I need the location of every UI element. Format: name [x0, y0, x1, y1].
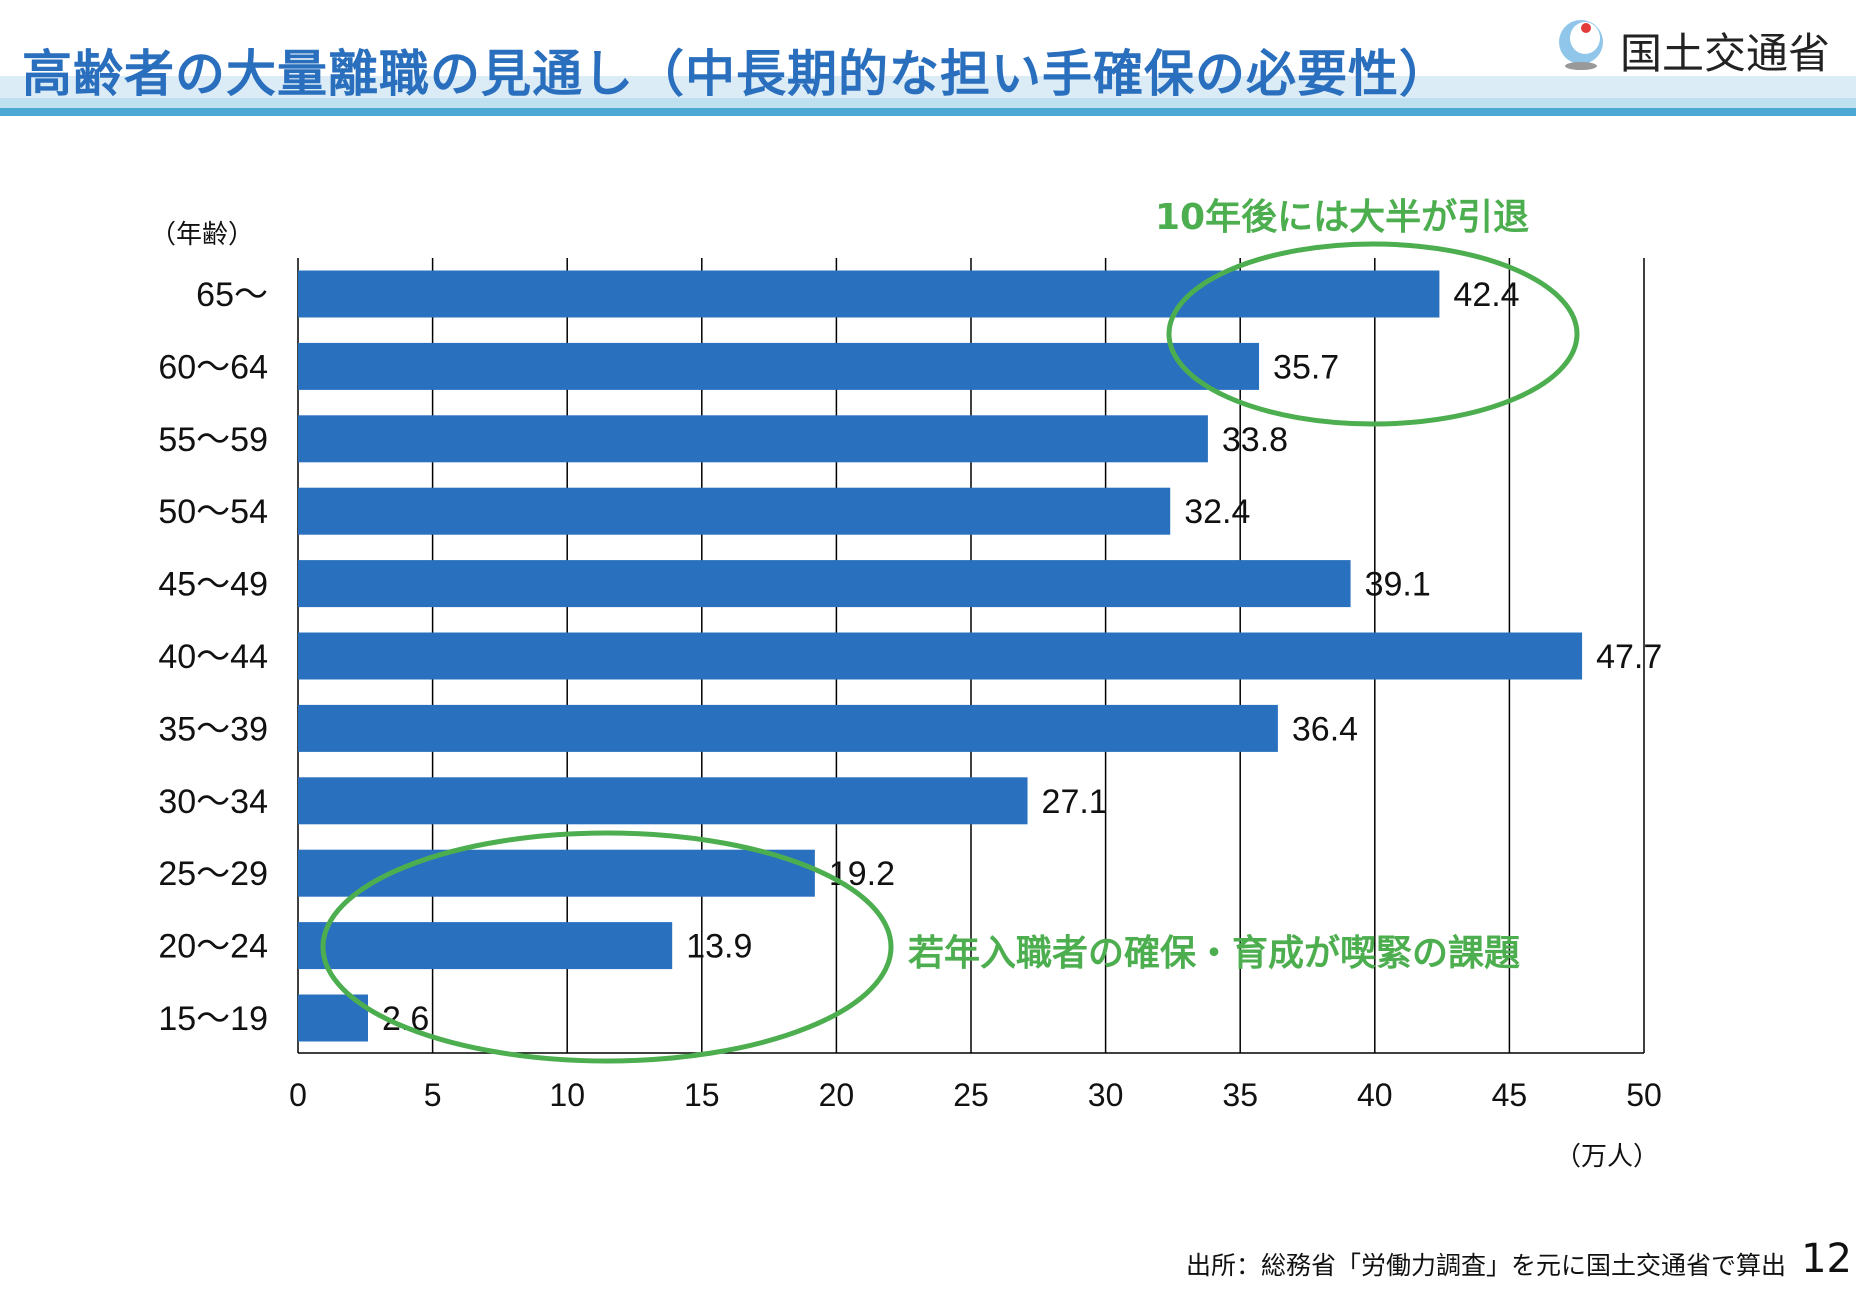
x-tick-label: 15 — [684, 1077, 720, 1113]
bar — [298, 777, 1028, 825]
y-axis-label: （年齢） — [150, 220, 255, 250]
data-label: 27.1 — [1042, 783, 1108, 821]
data-label: 33.8 — [1222, 421, 1288, 459]
annotation-young-workers: 若年入職者の確保・育成が喫緊の課題 — [908, 933, 1521, 974]
data-label: 47.7 — [1596, 638, 1662, 676]
x-axis-label: （万人） — [1555, 1142, 1660, 1172]
x-tick-label: 0 — [289, 1077, 307, 1113]
bar — [298, 704, 1278, 752]
header-band — [0, 76, 1856, 98]
y-tick-label: 55～59 — [158, 421, 268, 459]
x-tick-label: 10 — [549, 1077, 585, 1113]
x-tick-label: 40 — [1357, 1077, 1393, 1113]
y-tick-label: 20～24 — [158, 928, 268, 966]
annotation-retirement: 10年後には大半が引退 — [1155, 197, 1530, 238]
ministry-logo-icon — [1559, 20, 1603, 70]
ministry-name: 国土交通省 — [1620, 29, 1831, 78]
data-label: 35.7 — [1273, 348, 1339, 386]
bar — [298, 632, 1583, 680]
y-tick-label: 30～34 — [158, 783, 268, 821]
y-tick-label: 25～29 — [158, 855, 268, 893]
page-title: 高齢者の大量離職の見通し（中長期的な担い手確保の必要性） — [22, 45, 1450, 103]
header-rule — [0, 108, 1856, 116]
bar — [298, 415, 1208, 463]
data-label: 32.4 — [1184, 493, 1250, 531]
page-number: 12 — [1801, 1236, 1852, 1282]
bar — [298, 849, 815, 897]
data-label: 19.2 — [829, 855, 895, 893]
bar — [298, 560, 1351, 608]
y-tick-label: 60～64 — [158, 348, 268, 386]
bar — [298, 922, 673, 970]
y-tick-label: 15～19 — [158, 1000, 268, 1038]
header-band — [0, 98, 1856, 108]
highlight-ellipse-young — [320, 830, 894, 1064]
y-tick-label: 65～ — [196, 276, 268, 314]
x-tick-label: 5 — [424, 1077, 442, 1113]
y-tick-label: 45～49 — [158, 566, 268, 604]
x-tick-label: 35 — [1222, 1077, 1258, 1113]
x-tick-label: 30 — [1088, 1077, 1124, 1113]
bar — [298, 270, 1440, 318]
source-note: 出所：総務省「労働力調査」を元に国土交通省で算出 — [1185, 1251, 1786, 1280]
x-tick-label: 50 — [1626, 1077, 1662, 1113]
y-tick-label: 50～54 — [158, 493, 268, 531]
bar — [298, 342, 1260, 390]
x-tick-label: 45 — [1492, 1077, 1528, 1113]
data-label: 13.9 — [686, 928, 752, 966]
highlight-ellipse-senior — [1166, 241, 1580, 427]
bar — [298, 487, 1171, 535]
x-tick-label: 20 — [819, 1077, 855, 1113]
data-label: 39.1 — [1365, 566, 1431, 604]
data-label: 36.4 — [1292, 710, 1358, 748]
y-tick-label: 40～44 — [158, 638, 268, 676]
x-tick-label: 25 — [953, 1077, 989, 1113]
y-tick-label: 35～39 — [158, 710, 268, 748]
data-label: 42.4 — [1453, 276, 1519, 314]
